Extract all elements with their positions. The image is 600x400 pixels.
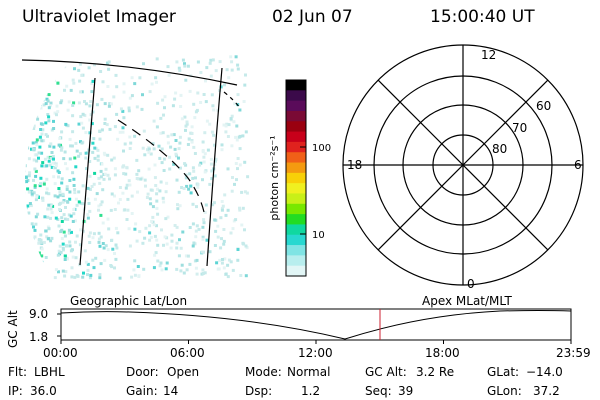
info-mode-label: Mode: bbox=[245, 365, 282, 379]
colorbar-band bbox=[286, 183, 306, 195]
altplot-xtick-0000: 00:00 bbox=[43, 346, 78, 360]
altplot-xtick-1200: 12:00 bbox=[298, 346, 333, 360]
colorbar-tick-label-10: 10 bbox=[312, 230, 325, 241]
meridian-line-left bbox=[79, 77, 96, 266]
info-seq-value: 39 bbox=[398, 384, 414, 398]
colorbar: 100 10 photon cm⁻²s⁻¹ bbox=[268, 79, 331, 277]
uv-image bbox=[21, 55, 250, 280]
altplot-xtick-0600: 06:00 bbox=[170, 346, 205, 360]
altitude-plot bbox=[57, 308, 572, 344]
colorbar-band bbox=[286, 152, 306, 164]
colorbar-band bbox=[286, 255, 306, 267]
info-glon-value: 37.2 bbox=[533, 384, 560, 398]
lat-label-70: 70 bbox=[512, 121, 527, 135]
altitude-plot-frame bbox=[60, 308, 572, 341]
time-label: 15:00:40 UT bbox=[430, 7, 535, 27]
polar-grid bbox=[342, 44, 584, 286]
mlt-label-6: 6 bbox=[574, 158, 582, 172]
colorbar-band bbox=[286, 90, 306, 102]
colorbar-band bbox=[286, 203, 306, 215]
altplot-ylabel: GC Alt bbox=[6, 310, 20, 348]
colorbar-band bbox=[286, 214, 306, 226]
altplot-ytick-low: 1.8 bbox=[29, 330, 49, 344]
info-gcalt-label: GC Alt: bbox=[365, 365, 407, 379]
grid-line-top bbox=[21, 59, 238, 86]
mlt-label-0: 0 bbox=[467, 277, 475, 291]
colorbar-band bbox=[286, 193, 306, 205]
altplot-xtick-2359: 23:59 bbox=[556, 346, 591, 360]
colorbar-tick-label-100: 100 bbox=[312, 143, 331, 154]
colorbar-band bbox=[286, 162, 306, 174]
info-ip-value: 36.0 bbox=[30, 384, 57, 398]
altplot-ytick-high: 9.0 bbox=[29, 307, 49, 321]
uv-emission-pixels bbox=[25, 55, 250, 280]
lat-label-80: 80 bbox=[492, 142, 507, 156]
info-flt-value: LBHL bbox=[34, 365, 65, 379]
info-flt-label: Flt: bbox=[8, 365, 27, 379]
colorbar-unit-label: photon cm⁻²s⁻¹ bbox=[268, 135, 281, 220]
mlt-label-18: 18 bbox=[347, 158, 362, 172]
colorbar-band bbox=[286, 121, 306, 133]
meridian-line-right bbox=[206, 67, 223, 267]
info-dsp-label: Dsp: bbox=[245, 384, 273, 398]
colorbar-band bbox=[286, 131, 306, 143]
colorbar-band bbox=[286, 80, 306, 91]
colorbar-band bbox=[286, 110, 306, 122]
colorbar-band bbox=[286, 141, 306, 153]
mlt-label-12: 12 bbox=[481, 48, 496, 62]
info-gcalt-value: 3.2 Re bbox=[416, 365, 455, 379]
info-mode-value: Normal bbox=[287, 365, 331, 379]
info-glon-label: GLon: bbox=[487, 384, 522, 398]
altitude-curve bbox=[60, 310, 572, 340]
info-ip-label: IP: bbox=[8, 384, 23, 398]
colorbar-band bbox=[286, 245, 306, 256]
info-gain-label: Gain: bbox=[126, 384, 158, 398]
info-door-label: Door: bbox=[126, 365, 159, 379]
instrument-title: Ultraviolet Imager bbox=[22, 7, 176, 27]
colorbar-band bbox=[286, 224, 306, 236]
terminator-line-2 bbox=[223, 91, 241, 109]
colorbar-band bbox=[286, 100, 306, 112]
lat-label-60: 60 bbox=[536, 99, 551, 113]
info-dsp-value: 1.2 bbox=[301, 384, 321, 398]
info-glat-value: −14.0 bbox=[526, 365, 563, 379]
terminator-line bbox=[117, 119, 205, 213]
altplot-left-title: Geographic Lat/Lon bbox=[70, 294, 188, 308]
date-label: 02 Jun 07 bbox=[272, 7, 353, 27]
altplot-right-title: Apex MLat/MLT bbox=[422, 294, 512, 308]
altplot-xtick-1800: 18:00 bbox=[425, 346, 460, 360]
info-gain-value: 14 bbox=[163, 384, 179, 398]
info-seq-label: Seq: bbox=[365, 384, 392, 398]
colorbar-band bbox=[286, 172, 306, 184]
colorbar-band bbox=[286, 234, 306, 246]
info-door-value: Open bbox=[167, 365, 200, 379]
colorbar-band bbox=[286, 265, 306, 277]
info-glat-label: GLat: bbox=[487, 365, 520, 379]
polar-diag-2 bbox=[377, 79, 549, 251]
